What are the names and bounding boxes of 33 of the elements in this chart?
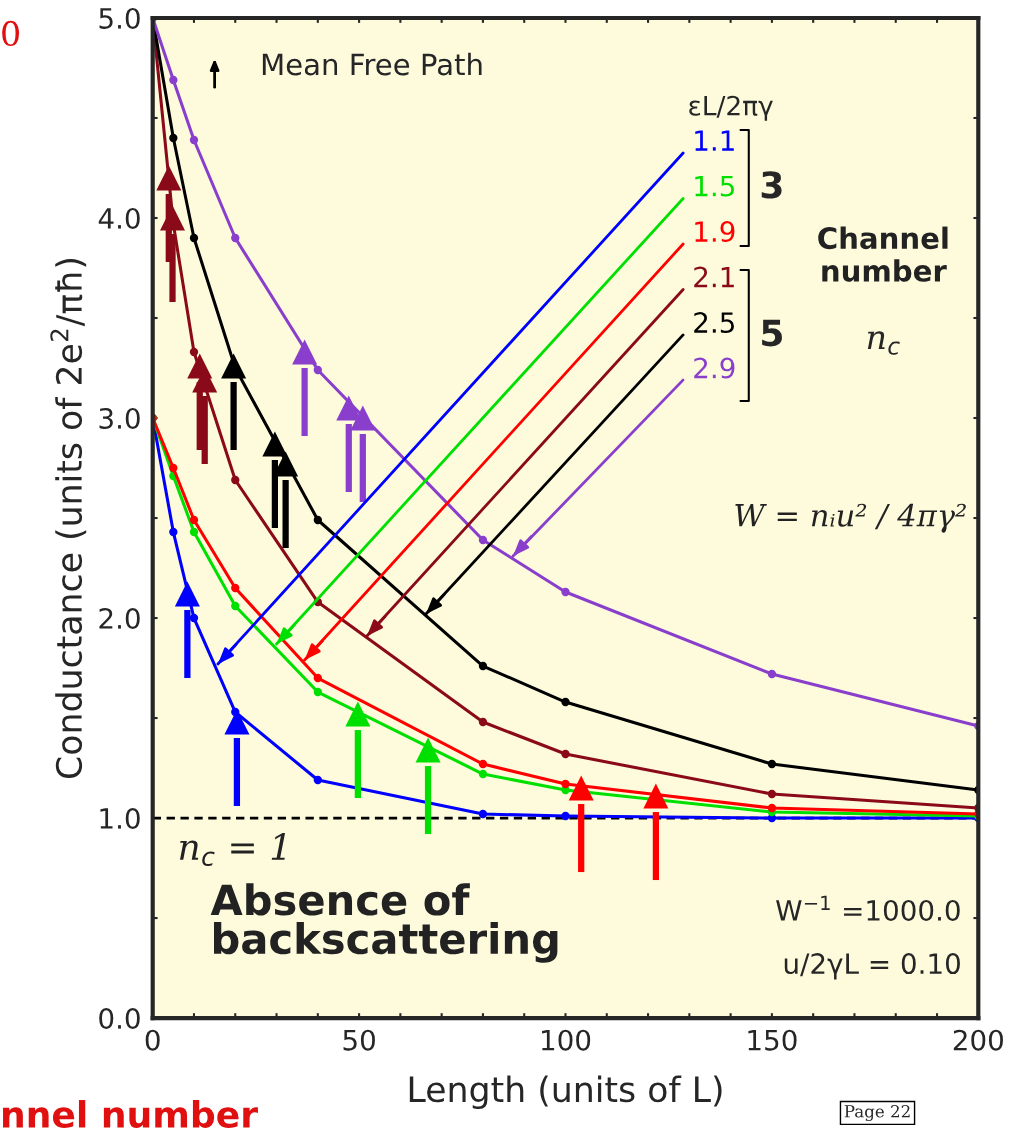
annotation: Mean Free Path bbox=[262, 52, 482, 76]
annotation: 3 bbox=[761, 171, 782, 199]
x-axis-title: Length (units of L) bbox=[409, 1075, 722, 1110]
y-tick-label: 0.0 bbox=[99, 1007, 140, 1029]
annotation: 2.9 bbox=[694, 357, 735, 379]
x-tick-label: 200 bbox=[953, 1029, 1003, 1051]
y-tick-label: 3.0 bbox=[99, 407, 140, 429]
annotation: 5 bbox=[762, 319, 782, 347]
annotation: u/2γL = 0.10 bbox=[784, 953, 960, 980]
text: 0 bbox=[2, 20, 19, 47]
annotation: 2.5 bbox=[694, 312, 734, 334]
annotation: Absence of backscattering bbox=[210, 883, 558, 963]
annotation: Channel number bbox=[818, 226, 948, 282]
text: Page 22 bbox=[844, 1104, 910, 1122]
legend-title: εL/2πγ bbox=[689, 95, 773, 121]
annotation: n$_{c}$ bbox=[867, 331, 900, 355]
annotation: 1.5 bbox=[695, 175, 734, 197]
x-tick-label: 50 bbox=[343, 1029, 375, 1051]
y-tick-label: 4.0 bbox=[98, 207, 140, 229]
y-axis-title: Conductance (units of 2e$^{2}$/πħ) bbox=[50, 259, 87, 779]
annotation: 2.1 bbox=[694, 266, 734, 288]
y-tick-label: 5.0 bbox=[99, 7, 140, 29]
annotation: n$_{c}$ = 1 bbox=[180, 832, 286, 867]
x-tick-label: 150 bbox=[748, 1029, 797, 1051]
y-tick-label: 2.0 bbox=[99, 607, 140, 629]
annotation: W = nᵢu² / 4πγ² bbox=[735, 503, 966, 533]
annotation: W$^{−1}$ =1000.0 bbox=[776, 895, 960, 921]
x-tick-label: 0 bbox=[145, 1029, 160, 1051]
text: nnel number bbox=[3, 1100, 258, 1128]
x-tick-label: 100 bbox=[542, 1029, 591, 1051]
y-tick-label: 1.0 bbox=[100, 807, 140, 829]
annotation: 1.9 bbox=[695, 221, 735, 243]
annotation: 1.1 bbox=[695, 130, 734, 151]
